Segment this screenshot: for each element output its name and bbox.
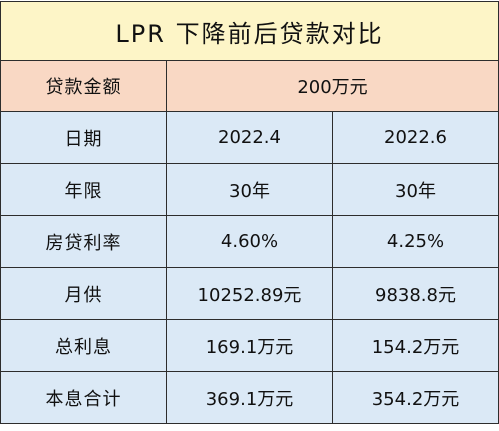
amount-row: 贷款金额 200万元 — [0, 60, 499, 112]
after-value: 30年 — [332, 163, 499, 216]
after-value: 154.2万元 — [332, 319, 499, 372]
before-value: 2022.4 — [166, 111, 333, 164]
after-value: 2022.6 — [332, 111, 499, 164]
after-value: 9838.8元 — [332, 267, 499, 320]
title-row: LPR 下降前后贷款对比 — [0, 1, 499, 61]
before-value: 4.60% — [166, 215, 333, 268]
table-row-interest: 总利息 169.1万元 154.2万元 — [0, 319, 499, 372]
table-row-rate: 房贷利率 4.60% 4.25% — [0, 215, 499, 268]
before-value: 169.1万元 — [166, 319, 333, 372]
row-label: 总利息 — [0, 319, 167, 372]
table-row-date: 日期 2022.4 2022.6 — [0, 111, 499, 164]
after-value: 4.25% — [332, 215, 499, 268]
row-label: 日期 — [0, 111, 167, 164]
table-row-term: 年限 30年 30年 — [0, 163, 499, 216]
before-value: 10252.89元 — [166, 267, 333, 320]
table-title: LPR 下降前后贷款对比 — [0, 1, 499, 61]
amount-value: 200万元 — [166, 60, 499, 112]
after-value: 354.2万元 — [332, 371, 499, 424]
before-value: 369.1万元 — [166, 371, 333, 424]
before-value: 30年 — [166, 163, 333, 216]
row-label: 月供 — [0, 267, 167, 320]
amount-label: 贷款金额 — [0, 60, 167, 112]
table-row-monthly: 月供 10252.89元 9838.8元 — [0, 267, 499, 320]
row-label: 房贷利率 — [0, 215, 167, 268]
row-label: 年限 — [0, 163, 167, 216]
row-label: 本息合计 — [0, 371, 167, 424]
table-row-total: 本息合计 369.1万元 354.2万元 — [0, 371, 499, 424]
